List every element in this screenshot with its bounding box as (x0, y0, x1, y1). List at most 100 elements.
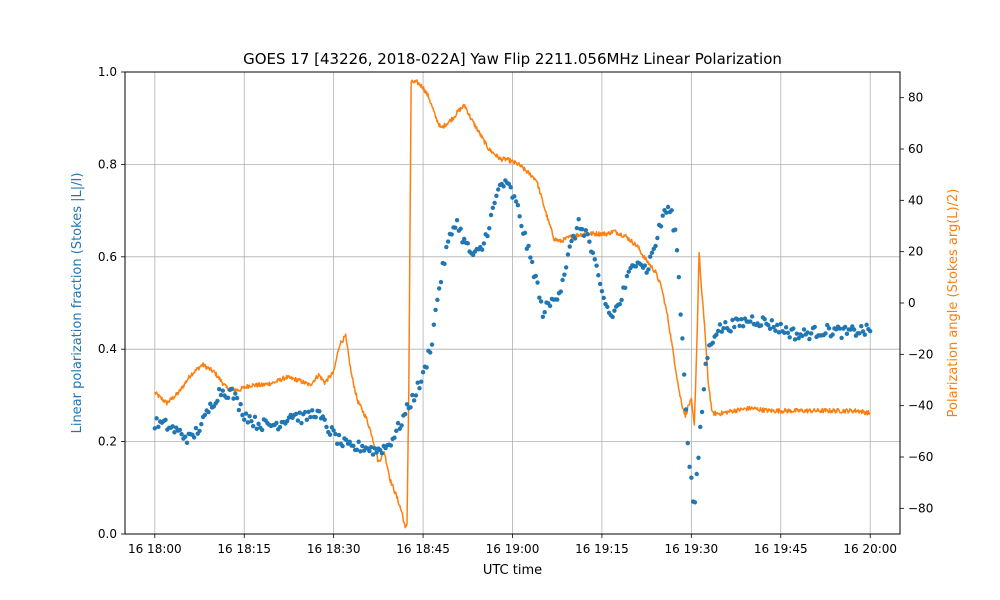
fraction-point (703, 361, 708, 367)
fraction-point (297, 410, 302, 415)
fraction-point (796, 335, 801, 341)
fraction-point (420, 370, 426, 375)
y-left-tick-label: 0.2 (98, 435, 117, 449)
fraction-point (528, 255, 533, 260)
fraction-point (308, 414, 313, 420)
fraction-point (537, 295, 542, 300)
fraction-point (705, 355, 710, 361)
fraction-point (778, 321, 783, 327)
fraction-point (648, 254, 653, 259)
fraction-point (343, 437, 349, 442)
fraction-point (844, 331, 850, 337)
fraction-point (773, 328, 778, 333)
x-tick-label: 16 19:45 (754, 542, 808, 556)
fraction-point (215, 398, 220, 404)
fraction-point (800, 333, 805, 339)
fraction-point (302, 409, 308, 415)
fraction-point (673, 227, 678, 232)
fraction-point (696, 455, 701, 461)
fraction-point (664, 210, 669, 215)
fraction-point (356, 439, 361, 444)
fraction-point (309, 408, 315, 413)
fraction-point (782, 330, 787, 336)
fraction-point (655, 235, 660, 241)
fraction-point (322, 417, 327, 422)
fraction-point (633, 264, 639, 269)
fraction-point (369, 444, 374, 450)
fraction-point (769, 318, 775, 323)
fraction-point (492, 200, 497, 206)
fraction-point (231, 396, 236, 401)
fraction-point (783, 325, 789, 330)
fraction-point (183, 434, 188, 439)
fraction-point (730, 317, 735, 323)
fraction-point (442, 261, 447, 267)
fraction-point (249, 418, 254, 424)
polarization-angle-line (154, 79, 871, 529)
fraction-point (785, 330, 791, 336)
fraction-point (563, 265, 569, 270)
x-tick-label: 16 18:00 (128, 542, 182, 556)
fraction-point (698, 424, 703, 430)
fraction-point (565, 252, 571, 257)
fraction-point (776, 330, 782, 335)
fraction-point (825, 322, 830, 328)
fraction-point (519, 223, 524, 229)
fraction-point (794, 331, 800, 336)
fraction-point (701, 387, 707, 392)
fraction-point (206, 409, 211, 415)
fraction-point (771, 324, 776, 330)
fraction-point (508, 185, 513, 190)
y-right-tick-label: 20 (908, 245, 923, 259)
fraction-point (674, 248, 680, 253)
fraction-point (449, 232, 454, 237)
fraction-point (306, 409, 311, 415)
y-left-tick-label: 0.8 (98, 157, 117, 171)
fraction-point (791, 326, 796, 331)
fraction-point (748, 319, 753, 324)
fraction-point (680, 336, 685, 341)
fraction-point (256, 421, 261, 427)
fraction-point (715, 328, 721, 334)
fraction-point (402, 411, 408, 417)
fraction-point (692, 500, 698, 505)
fraction-point (644, 270, 649, 275)
fraction-point (792, 337, 798, 342)
y-right-tick-label: 60 (908, 142, 923, 156)
fraction-point (216, 387, 222, 392)
series-polarization-angle (154, 79, 871, 529)
fraction-point (245, 420, 251, 425)
fraction-point (590, 250, 596, 256)
fraction-point (529, 259, 535, 265)
fraction-point (830, 332, 835, 337)
fraction-point (435, 297, 440, 303)
fraction-point (304, 417, 310, 423)
fraction-point (225, 395, 231, 401)
fraction-point (170, 424, 175, 429)
fraction-point (254, 426, 259, 432)
fraction-point (714, 332, 719, 337)
fraction-point (184, 440, 190, 446)
fraction-point (240, 412, 245, 418)
fraction-point (717, 322, 723, 327)
fraction-point (479, 247, 485, 252)
fraction-point (394, 428, 399, 434)
fraction-point (741, 324, 746, 329)
fraction-point (558, 289, 563, 294)
x-axis-label: UTC time (483, 563, 542, 578)
x-tick-label: 16 18:30 (307, 542, 361, 556)
fraction-point (676, 274, 682, 280)
fraction-point (428, 350, 433, 355)
fraction-point (689, 475, 694, 480)
fraction-point (576, 217, 581, 222)
fraction-point (857, 331, 862, 336)
fraction-point (592, 257, 597, 262)
fraction-point (417, 385, 422, 391)
chart-title: GOES 17 [43226, 2018-022A] Yaw Flip 2211… (243, 50, 782, 68)
fraction-point (842, 324, 848, 330)
fraction-point (839, 335, 844, 341)
fraction-point (395, 420, 401, 426)
fraction-point (612, 308, 617, 313)
fraction-point (388, 443, 394, 448)
fraction-point (274, 420, 279, 426)
